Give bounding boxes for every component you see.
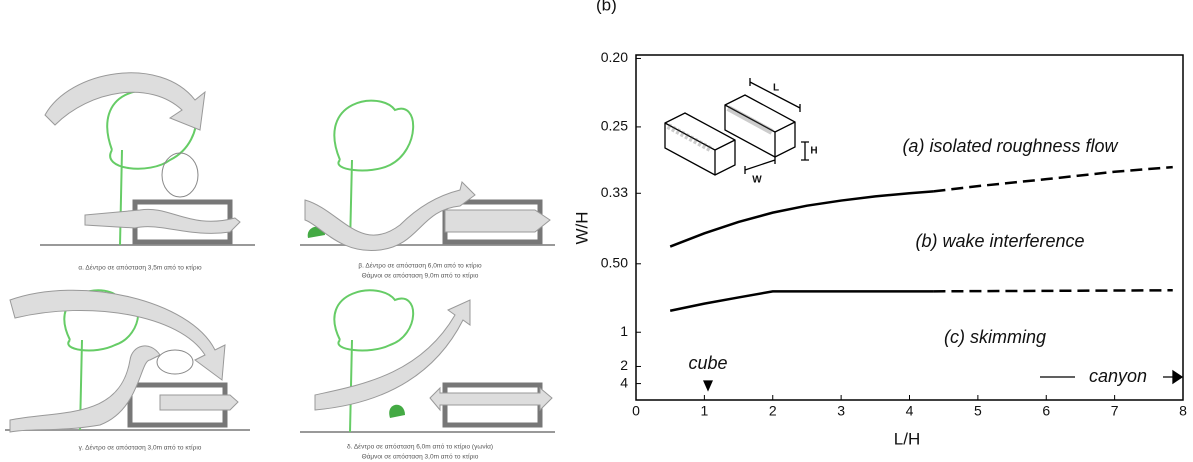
annotation: W [752,175,762,186]
y-tick-label: 2 [620,357,628,373]
panel-c [5,290,250,432]
annotation: (c) skimming [944,327,1046,347]
y-tick-label: 4 [620,374,628,390]
y-tick-label: 1 [620,323,628,339]
panel-label: (b) [596,0,617,14]
annotation: (b) wake interference [915,231,1084,251]
boundary-line [670,191,933,246]
panel-a [40,73,255,245]
x-tick-label: 6 [1042,403,1050,419]
y-tick-label: 0.33 [601,184,628,200]
x-tick-label: 0 [632,403,640,419]
boundary-line [933,167,1172,191]
panel-caption: Θάμνοι σε απόσταση 9,0m από το κτίριο [362,272,479,280]
panel-d [300,290,555,432]
annotation: (a) isolated roughness flow [902,136,1118,156]
panel-caption: γ. Δέντρο σε απόσταση 3,0m από το κτίριο [79,444,202,452]
illustrations [5,73,555,432]
annotation: L [773,83,779,94]
y-tick-label: 0.25 [601,118,628,134]
x-tick-label: 4 [906,403,914,419]
panel-b [300,101,555,251]
x-tick-label: 2 [769,403,777,419]
y-tick-label: 0.50 [601,254,628,270]
annotation: cube [688,353,727,373]
page: {"panels": [ {"caption": ["α. Δέντρο σε … [0,0,1193,462]
x-tick-label: 8 [1179,403,1187,419]
panel-caption: β. Δέντρο σε απόσταση 6,0m από το κτίριο [358,262,482,270]
y-tick-label: 0.20 [601,49,628,65]
panel-caption: Θάμνοι σε απόσταση 3,0m από το κτίριο [362,453,479,461]
x-tick-label: 7 [1111,403,1119,419]
x-tick-label: 5 [974,403,982,419]
panel-caption: α. Δέντρο σε απόσταση 3,5m από το κτίριο [78,264,202,272]
x-axis-label: L/H [894,429,920,448]
boundary-line [933,290,1172,291]
annotation: canyon [1089,366,1147,386]
y-axis-label: W/H [572,211,591,244]
panel-caption: δ. Δέντρο σε απόσταση 6,0m από το κτίριο… [347,443,493,451]
figure: α. Δέντρο σε απόσταση 3,5m από το κτίριο… [0,0,1193,462]
x-tick-label: 3 [837,403,845,419]
x-tick-label: 1 [700,403,708,419]
annotation: H [810,146,817,157]
boundary-line [670,291,933,310]
